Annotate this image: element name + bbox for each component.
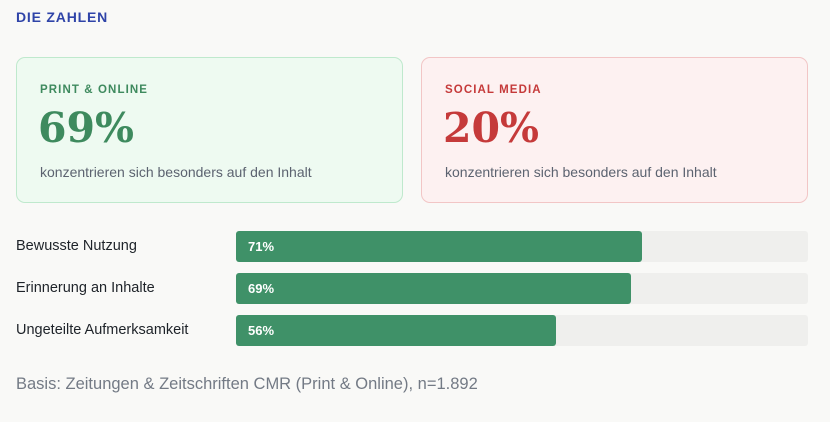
bar-row-bewusste-nutzung: Bewusste Nutzung 71% <box>16 231 808 262</box>
footnote: Basis: Zeitungen & Zeitschriften CMR (Pr… <box>16 375 478 393</box>
bar-track: 71% <box>236 231 808 262</box>
bar-label: Erinnerung an Inhalte <box>16 280 155 296</box>
bar-track: 56% <box>236 315 808 346</box>
bar-value: 71% <box>248 239 275 254</box>
section-title: DIE ZAHLEN <box>16 9 108 25</box>
bar-fill: 71% <box>236 231 643 262</box>
bar-label: Bewusste Nutzung <box>16 238 137 254</box>
print-online-label: PRINT & ONLINE <box>40 84 149 96</box>
bar-label: Ungeteilte Aufmerksamkeit <box>16 322 189 338</box>
social-media-label: SOCIAL MEDIA <box>445 84 542 96</box>
print-online-description: konzentrieren sich besonders auf den Inh… <box>40 164 312 180</box>
bar-row-aufmerksamkeit: Ungeteilte Aufmerksamkeit 56% <box>16 315 808 346</box>
print-online-value: 69% <box>38 104 135 152</box>
print-online-card: PRINT & ONLINE 69% konzentrieren sich be… <box>16 57 403 203</box>
bar-row-erinnerung: Erinnerung an Inhalte 69% <box>16 273 808 304</box>
bar-fill: 56% <box>236 315 557 346</box>
bar-track: 69% <box>236 273 808 304</box>
bar-value: 56% <box>248 323 275 338</box>
bar-value: 69% <box>248 281 275 296</box>
bar-fill: 69% <box>236 273 631 304</box>
social-media-value: 20% <box>443 104 540 152</box>
social-media-description: konzentrieren sich besonders auf den Inh… <box>445 164 717 180</box>
social-media-card: SOCIAL MEDIA 20% konzentrieren sich beso… <box>421 57 808 203</box>
